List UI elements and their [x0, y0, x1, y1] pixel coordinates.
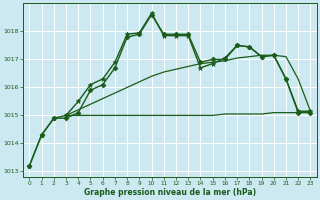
X-axis label: Graphe pression niveau de la mer (hPa): Graphe pression niveau de la mer (hPa) — [84, 188, 256, 197]
